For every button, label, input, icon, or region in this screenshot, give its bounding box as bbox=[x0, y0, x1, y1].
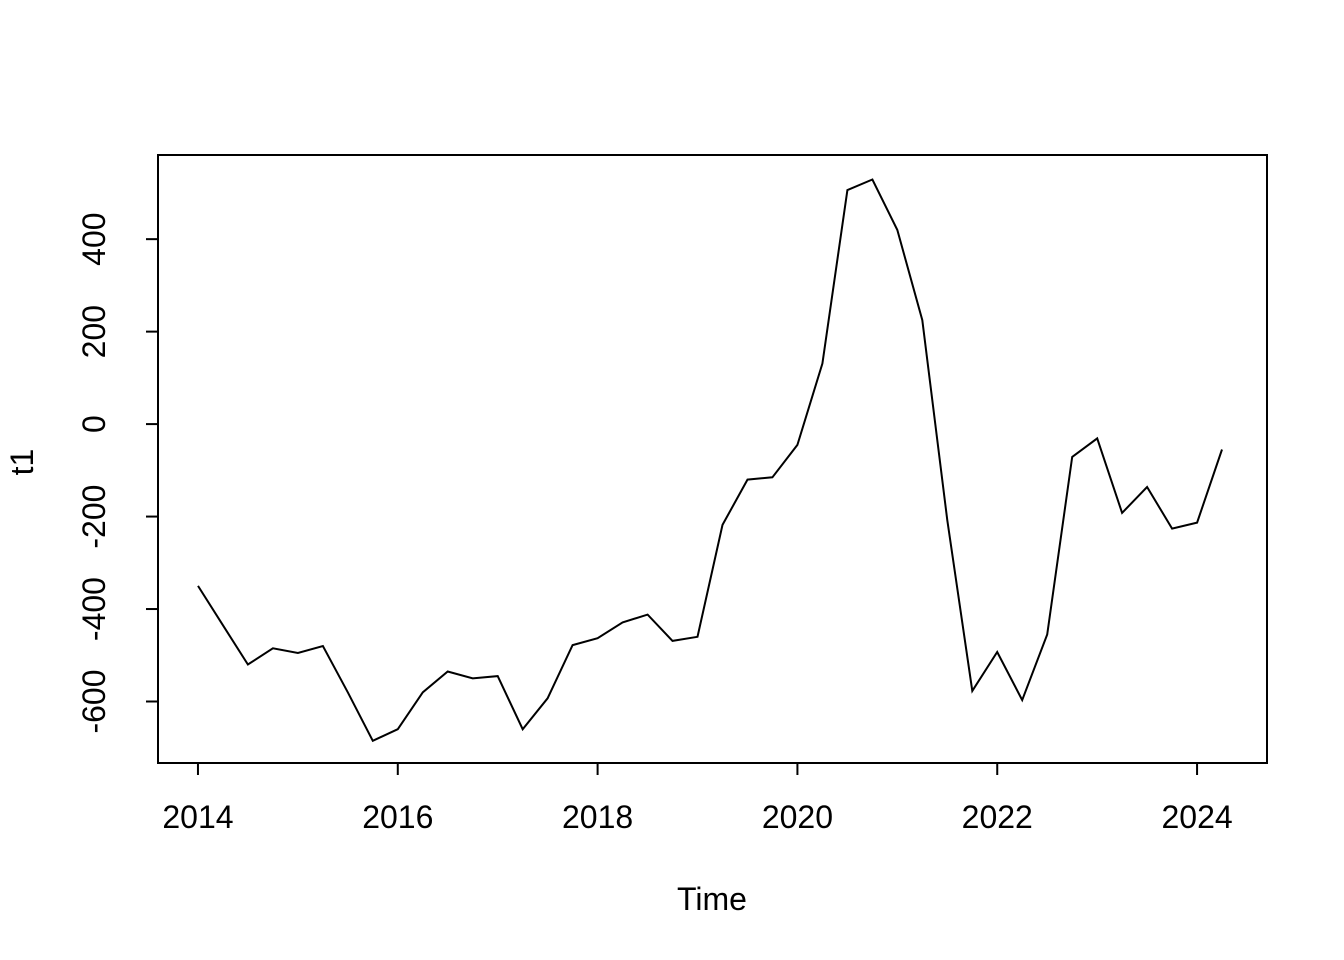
chart-dynamic-layer: 2014 2016 2018 2020 2022 2024 -600 -400 -200 0 200… bbox=[76, 154, 1268, 835]
y-tick-label: 400 bbox=[76, 212, 112, 265]
y-tick-label: -600 bbox=[76, 669, 112, 733]
y-tick-label: 200 bbox=[76, 305, 112, 358]
x-tick-label: 2018 bbox=[562, 799, 633, 835]
x-tick-label: 2016 bbox=[362, 799, 433, 835]
series-line-t1 bbox=[197, 178, 1223, 743]
y-tick-label: -200 bbox=[76, 485, 112, 549]
y-axis-title: t1 bbox=[4, 449, 40, 476]
y-tick-label: 0 bbox=[76, 415, 112, 433]
plot-box bbox=[157, 154, 1268, 764]
y-tick-label: -400 bbox=[76, 577, 112, 641]
x-tick-label: 2022 bbox=[962, 799, 1033, 835]
x-tick-label: 2020 bbox=[762, 799, 833, 835]
x-axis-title: Time bbox=[677, 881, 747, 917]
x-tick-label: 2024 bbox=[1161, 799, 1232, 835]
x-tick-label: 2014 bbox=[162, 799, 233, 835]
